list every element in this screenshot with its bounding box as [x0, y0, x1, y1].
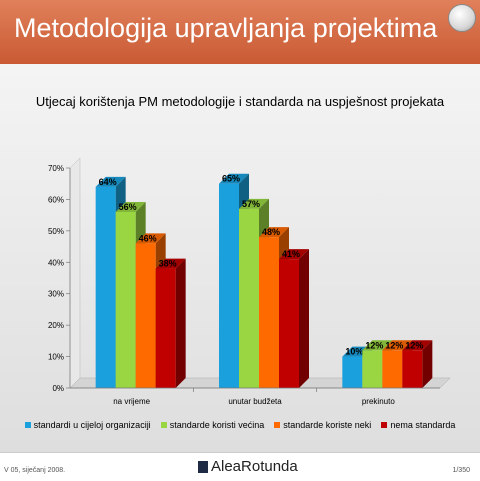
- bar: [382, 350, 403, 388]
- page-number: 1/350: [452, 467, 470, 474]
- data-label: 10%: [345, 347, 363, 357]
- legend-item: standardi u cijeloj organizaciji: [24, 420, 151, 430]
- x-tick-label: na vrijeme: [113, 397, 150, 406]
- chart-side-wall: [69, 157, 81, 389]
- bar: [239, 208, 259, 388]
- legend-label: nema standarda: [390, 420, 456, 430]
- data-label: 12%: [405, 340, 423, 350]
- legend-item: standarde koristi većina: [160, 420, 265, 430]
- chart-title: Utjecaj korištenja PM metodologije i sta…: [35, 94, 445, 109]
- data-label: 56%: [119, 202, 137, 212]
- legend-swatch: [274, 422, 281, 428]
- footer: V 05, siječanj 2008. AleaRotunda 1/350: [0, 452, 480, 481]
- y-tick-label: 40%: [48, 258, 64, 267]
- legend-swatch: [381, 422, 388, 428]
- data-label: 48%: [262, 227, 280, 237]
- legend-label: standarde koriste neki: [283, 420, 372, 430]
- data-label: 64%: [99, 177, 117, 187]
- legend-swatch: [160, 422, 167, 428]
- y-tick-label: 0%: [52, 384, 64, 393]
- legend-label: standarde koristi većina: [169, 420, 265, 430]
- y-tick-label: 50%: [48, 227, 64, 236]
- data-label: 38%: [159, 259, 177, 269]
- slide-title: Metodologija upravljanja projektima: [14, 13, 438, 43]
- y-tick-label: 70%: [48, 164, 64, 173]
- company-logo: AleaRotunda: [198, 458, 298, 475]
- data-label: 12%: [365, 340, 383, 350]
- knob-icon: [448, 4, 476, 32]
- bar-side: [299, 249, 309, 388]
- bar: [402, 350, 423, 388]
- y-tick-label: 10%: [48, 353, 64, 362]
- bar: [135, 243, 156, 388]
- bar: [115, 212, 136, 388]
- bar: [155, 268, 176, 388]
- chart-legend: standardi u cijeloj organizaciji standard…: [0, 420, 480, 430]
- logo-icon: [198, 460, 208, 473]
- y-tick-label: 60%: [48, 195, 64, 204]
- footer-date: V 05, siječanj 2008.: [4, 467, 66, 474]
- title-bar: Metodologija upravljanja projektima: [0, 0, 480, 64]
- bar-side: [422, 340, 433, 388]
- x-tick-label: unutar budžeta: [228, 397, 282, 406]
- bar: [362, 350, 383, 388]
- legend-label: standardi u cijeloj organizaciji: [33, 420, 151, 430]
- bar: [95, 186, 116, 388]
- legend-item: standarde koriste neki: [274, 420, 371, 430]
- legend-item: nema standarda: [381, 420, 455, 430]
- data-label: 12%: [385, 340, 403, 350]
- x-tick-label: prekinuto: [362, 397, 395, 406]
- data-label: 41%: [282, 249, 300, 259]
- bar: [259, 237, 279, 388]
- bar-side: [175, 258, 186, 388]
- bar: [219, 183, 239, 388]
- y-tick-label: 20%: [48, 321, 64, 330]
- bar: [279, 259, 299, 388]
- y-tick-label: 30%: [48, 290, 64, 299]
- bar: [342, 356, 363, 388]
- data-label: 46%: [139, 233, 157, 243]
- legend-swatch: [24, 422, 31, 428]
- data-label: 57%: [242, 199, 260, 209]
- logo-text: AleaRotunda: [211, 458, 298, 475]
- data-label: 65%: [222, 174, 240, 184]
